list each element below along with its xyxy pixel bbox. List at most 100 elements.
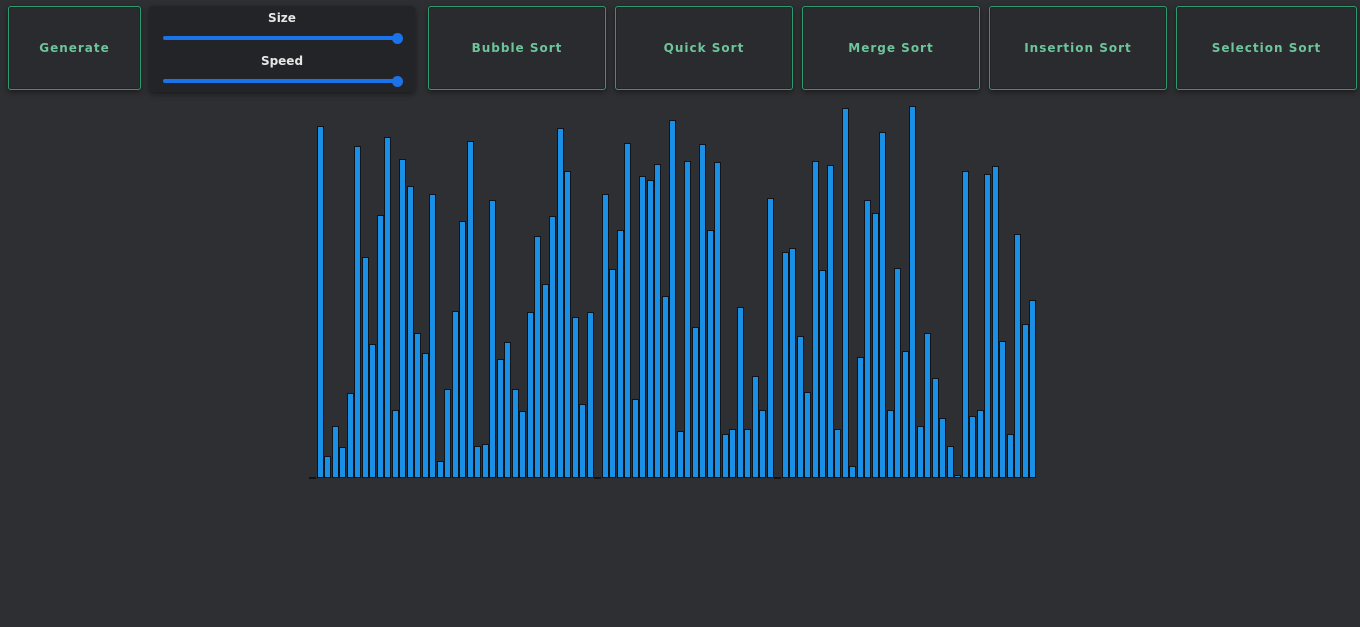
array-bar xyxy=(706,230,714,478)
speed-label: Speed xyxy=(260,54,304,68)
array-bar xyxy=(826,165,834,478)
array-bar xyxy=(669,120,676,478)
selection-sort-button[interactable]: Selection Sort xyxy=(1176,6,1357,90)
quick-sort-button[interactable]: Quick Sort xyxy=(615,6,793,90)
array-bar xyxy=(811,161,819,478)
array-bar xyxy=(961,171,969,478)
array-bar xyxy=(466,141,474,478)
array-bar xyxy=(594,477,601,479)
array-bar xyxy=(849,466,856,478)
array-bar xyxy=(751,376,759,478)
array-bar xyxy=(886,410,894,478)
array-bar xyxy=(1021,324,1029,478)
array-bar xyxy=(451,311,459,478)
array-bar xyxy=(946,446,954,478)
array-bar xyxy=(414,333,421,478)
array-bar xyxy=(984,174,991,478)
array-bar xyxy=(661,296,669,478)
bubble-sort-button[interactable]: Bubble Sort xyxy=(428,6,606,90)
array-bar xyxy=(444,389,451,478)
array-bar xyxy=(489,200,496,478)
array-bar xyxy=(459,221,466,478)
array-bar xyxy=(1014,234,1021,478)
array-bar xyxy=(721,434,729,478)
array-bar xyxy=(729,429,736,478)
size-slider[interactable] xyxy=(163,32,403,44)
array-bar xyxy=(939,418,946,478)
array-bar xyxy=(474,446,481,478)
array-bar xyxy=(676,431,684,478)
size-label: Size xyxy=(268,11,296,25)
array-bar xyxy=(699,144,706,478)
array-bar xyxy=(526,312,534,478)
array-bar xyxy=(429,194,436,478)
array-bar xyxy=(346,393,354,478)
array-bar xyxy=(871,213,879,478)
speed-slider-thumb[interactable] xyxy=(391,75,403,87)
array-bar xyxy=(999,341,1006,478)
array-bar xyxy=(631,399,639,478)
array-bar xyxy=(399,159,406,478)
array-bar xyxy=(586,312,594,478)
array-bar xyxy=(564,171,571,478)
array-bar xyxy=(646,180,654,478)
array-bar xyxy=(736,307,744,478)
array-bar xyxy=(796,336,804,478)
slider-panel: Size Speed xyxy=(149,6,415,92)
array-bar xyxy=(601,194,609,478)
array-bar xyxy=(894,268,901,478)
array-bar xyxy=(354,146,361,478)
array-bar xyxy=(309,477,316,479)
array-bar xyxy=(714,162,721,478)
array-bar xyxy=(759,410,766,478)
array-bar xyxy=(856,357,864,478)
array-bar xyxy=(361,257,369,478)
array-bar xyxy=(391,410,399,478)
array-bar xyxy=(496,359,504,478)
array-bar xyxy=(534,236,541,478)
array-bar xyxy=(384,137,391,478)
generate-button[interactable]: Generate xyxy=(8,6,141,90)
array-bar xyxy=(954,475,961,478)
array-bar xyxy=(654,164,661,478)
array-bar xyxy=(324,456,331,478)
array-bar xyxy=(781,252,789,478)
speed-slider[interactable] xyxy=(163,75,403,87)
array-bar xyxy=(511,389,519,478)
array-bar xyxy=(766,198,774,478)
array-bar xyxy=(549,216,556,478)
toolbar: Generate Size Speed Bubble Sort Quick So… xyxy=(0,0,1360,98)
size-slider-thumb[interactable] xyxy=(391,32,403,44)
array-bar xyxy=(504,342,511,478)
merge-sort-button[interactable]: Merge Sort xyxy=(802,6,980,90)
array-bar xyxy=(376,215,384,478)
array-bar xyxy=(579,404,586,478)
array-bar xyxy=(991,166,999,478)
array-bar xyxy=(909,106,916,478)
array-bar xyxy=(436,461,444,478)
array-bar xyxy=(639,176,646,478)
array-bar xyxy=(804,392,811,478)
array-bar xyxy=(774,477,781,479)
array-bar xyxy=(901,351,909,478)
array-bar xyxy=(1006,434,1014,478)
insertion-sort-button[interactable]: Insertion Sort xyxy=(989,6,1167,90)
array-bar xyxy=(924,333,931,478)
array-bar xyxy=(1029,300,1036,478)
array-bar xyxy=(864,200,871,478)
array-bar xyxy=(744,429,751,478)
array-bar xyxy=(841,108,849,478)
array-bar xyxy=(931,378,939,478)
array-bar xyxy=(339,447,346,478)
array-bar xyxy=(421,353,429,478)
array-bar xyxy=(616,230,624,478)
array-bar xyxy=(834,429,841,478)
array-bar xyxy=(969,416,976,478)
array-bar xyxy=(624,143,631,478)
array-bar xyxy=(976,410,984,478)
array-bar xyxy=(819,270,826,478)
array-bar xyxy=(556,128,564,478)
array-bar xyxy=(691,327,699,478)
array-bar xyxy=(916,426,924,478)
array-bar xyxy=(684,161,691,478)
